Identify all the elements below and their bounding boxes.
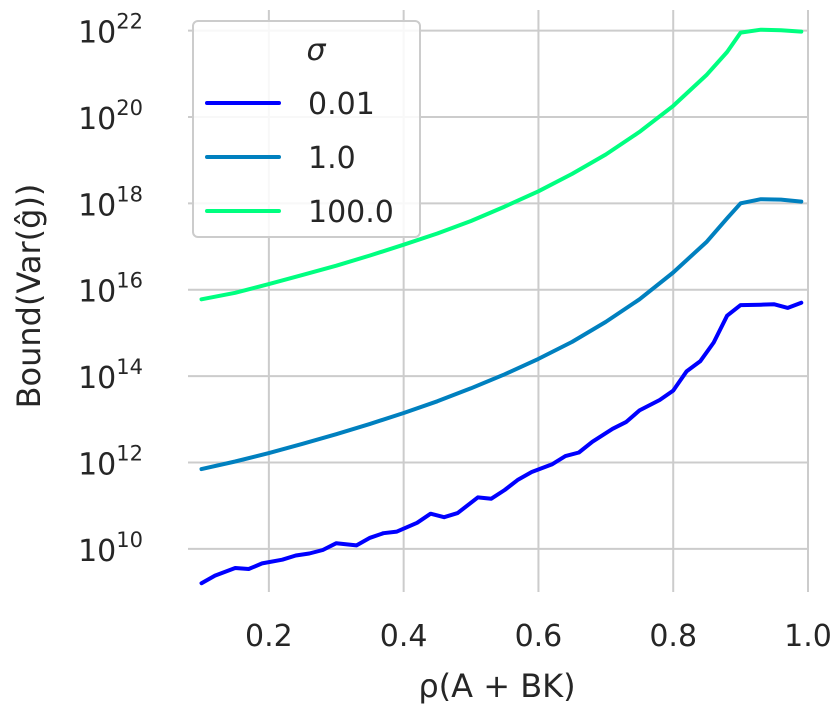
x-tick-label: 1.0 bbox=[784, 619, 830, 654]
y-tick-base: 10 bbox=[78, 16, 116, 51]
y-tick-label: 1022 bbox=[78, 10, 143, 51]
x-tick-label: 0.4 bbox=[380, 619, 428, 654]
y-tick-base: 10 bbox=[78, 102, 116, 137]
y-tick-label: 1014 bbox=[78, 355, 143, 396]
legend-label: 1.0 bbox=[308, 141, 356, 176]
y-tick-base: 10 bbox=[78, 275, 116, 310]
y-axis-label: Bound(Var(ĝ)) bbox=[10, 184, 48, 409]
x-tick-labels: 0.2 0.4 0.6 0.8 1.0 bbox=[245, 619, 830, 654]
y-tick-base: 10 bbox=[78, 534, 116, 569]
x-tick-label: 0.2 bbox=[245, 619, 293, 654]
y-tick-label: 1010 bbox=[78, 528, 143, 569]
series-layer bbox=[199, 27, 804, 586]
legend-label: 100.0 bbox=[308, 195, 394, 230]
legend-box bbox=[192, 20, 421, 238]
y-tick-exponent: 22 bbox=[116, 10, 143, 34]
y-tick-exponent: 12 bbox=[116, 441, 143, 465]
legend: σ 0.01 1.0 100.0 bbox=[192, 20, 421, 238]
y-tick-label: 1018 bbox=[78, 182, 143, 223]
series-line-2 bbox=[199, 27, 804, 302]
series-line-0 bbox=[199, 300, 804, 586]
y-tick-exponent: 20 bbox=[116, 96, 143, 120]
series-line-1 bbox=[199, 197, 804, 472]
y-tick-label: 1016 bbox=[78, 269, 143, 310]
y-tick-label: 1020 bbox=[78, 96, 143, 137]
y-tick-base: 10 bbox=[78, 188, 116, 223]
y-tick-base: 10 bbox=[78, 361, 116, 396]
y-tick-base: 10 bbox=[78, 447, 116, 482]
x-tick-label: 0.6 bbox=[515, 619, 563, 654]
legend-items: 0.01 1.0 100.0 bbox=[205, 87, 394, 230]
y-tick-exponent: 16 bbox=[116, 269, 143, 293]
y-tick-exponent: 10 bbox=[116, 528, 143, 552]
y-tick-exponent: 18 bbox=[116, 182, 143, 206]
x-axis-label: ρ(A + BK) bbox=[418, 667, 575, 705]
x-tick-label: 0.8 bbox=[649, 619, 697, 654]
y-tick-exponent: 14 bbox=[116, 355, 143, 379]
y-tick-label: 1012 bbox=[78, 441, 143, 482]
legend-title: σ bbox=[306, 33, 326, 68]
legend-label: 0.01 bbox=[308, 87, 375, 122]
